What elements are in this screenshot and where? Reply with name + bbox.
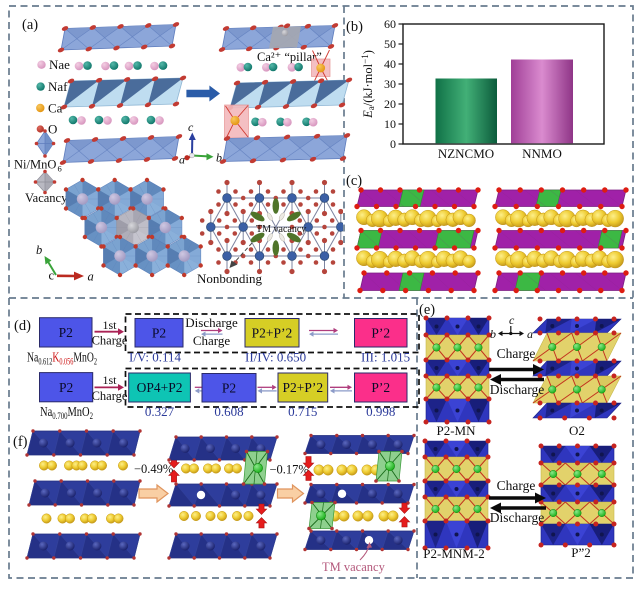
svg-text:Nae: Nae: [49, 57, 70, 72]
svg-text:(e): (e): [419, 302, 435, 318]
svg-text:(d): (d): [14, 318, 31, 334]
svg-text:c: c: [188, 120, 194, 134]
svg-text:0.608: 0.608: [214, 404, 243, 419]
svg-text:1st: 1st: [102, 373, 117, 387]
svg-text:O: O: [48, 122, 57, 137]
svg-text:Na0.700MnO2: Na0.700MnO2: [40, 405, 93, 421]
svg-text:O2: O2: [569, 423, 585, 438]
svg-text:(b): (b): [346, 19, 363, 35]
svg-text:P2: P2: [222, 380, 236, 395]
svg-text:P2: P2: [59, 380, 73, 395]
svg-text:Naf: Naf: [48, 79, 68, 94]
svg-text:0.327: 0.327: [145, 404, 175, 419]
svg-text:P2+P’2: P2+P’2: [252, 325, 293, 340]
svg-text:a: a: [88, 270, 94, 284]
svg-text:Charge: Charge: [497, 346, 536, 361]
svg-text:P2: P2: [152, 325, 166, 340]
svg-text:Discharge: Discharge: [490, 382, 544, 397]
svg-text:0.715: 0.715: [288, 404, 317, 419]
svg-text:TM vacancy: TM vacancy: [322, 560, 386, 574]
svg-text:50: 50: [384, 37, 396, 51]
svg-text:Discharge: Discharge: [185, 315, 238, 330]
svg-text:40: 40: [384, 57, 396, 71]
svg-text:III: 1.015: III: 1.015: [361, 350, 410, 365]
svg-text:−0.49%: −0.49%: [134, 462, 173, 476]
svg-text:Ni/MnO: Ni/MnO: [14, 158, 56, 172]
svg-text:a: a: [179, 153, 185, 167]
svg-text:Charge: Charge: [193, 333, 231, 348]
svg-text:P2+P’2: P2+P’2: [283, 380, 324, 395]
svg-text:c: c: [49, 269, 55, 283]
svg-text:NNMO: NNMO: [522, 146, 562, 161]
svg-text:(a): (a): [22, 17, 38, 33]
svg-text:6: 6: [58, 164, 62, 174]
svg-text:P2: P2: [59, 325, 73, 340]
svg-text:Charge: Charge: [92, 334, 128, 348]
svg-text:II/IV: 0.650: II/IV: 0.650: [245, 350, 306, 365]
svg-text:Charge: Charge: [92, 389, 128, 403]
svg-text:60: 60: [384, 17, 396, 31]
svg-text:30: 30: [384, 77, 396, 91]
svg-text:c: c: [509, 313, 515, 327]
svg-text:−0.17%: −0.17%: [270, 463, 309, 477]
svg-text:Discharge: Discharge: [490, 510, 544, 525]
svg-text:b: b: [36, 243, 42, 257]
svg-text:0.998: 0.998: [366, 404, 395, 419]
svg-text:P’2: P’2: [371, 325, 390, 340]
svg-text:1st: 1st: [102, 318, 117, 332]
svg-text:20: 20: [384, 97, 396, 111]
svg-text:TM vacancy: TM vacancy: [256, 224, 306, 235]
svg-text:Charge: Charge: [497, 478, 536, 493]
svg-text:P’2: P’2: [371, 380, 390, 395]
svg-text:I/V: 0.114: I/V: 0.114: [129, 350, 181, 365]
svg-text:NZNCMO: NZNCMO: [438, 146, 494, 161]
svg-text:Nonbonding: Nonbonding: [197, 271, 263, 286]
svg-text:Ca: Ca: [48, 101, 63, 116]
svg-text:a: a: [527, 327, 533, 341]
svg-text:Vacancy: Vacancy: [25, 191, 68, 205]
svg-text:b: b: [490, 327, 496, 341]
svg-text:P”2: P”2: [571, 545, 591, 560]
svg-text:0: 0: [390, 137, 396, 151]
svg-text:10: 10: [384, 117, 396, 131]
svg-text:P2-MNM-2: P2-MNM-2: [423, 546, 484, 561]
svg-text:(f): (f): [13, 434, 28, 450]
svg-text:(c): (c): [346, 173, 362, 189]
svg-text:OP4+P2: OP4+P2: [137, 380, 183, 395]
svg-text:P2-MN: P2-MN: [436, 423, 476, 438]
